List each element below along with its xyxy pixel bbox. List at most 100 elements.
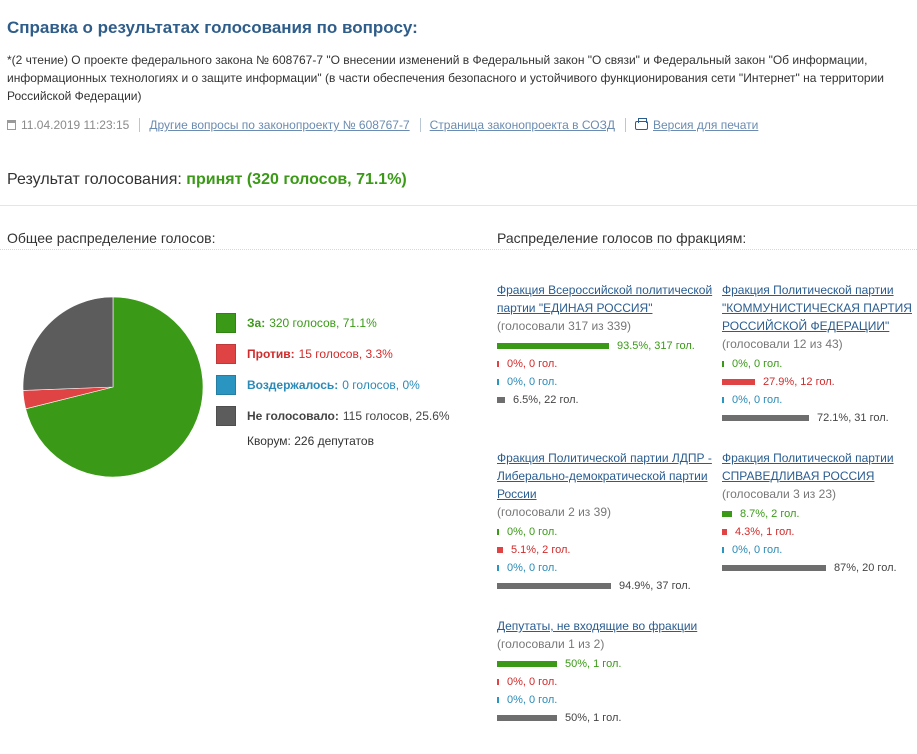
faction-block: Фракция Политической партии СПРАВЕДЛИВАЯ… bbox=[722, 449, 912, 577]
faction-bar-fill bbox=[497, 529, 499, 535]
faction-bar-protiv: 0%, 0 гол. bbox=[497, 355, 717, 373]
legend-label: За: bbox=[247, 316, 266, 330]
faction-bar-fill bbox=[497, 697, 499, 703]
vote-datetime: 11.04.2019 11:23:15 bbox=[21, 118, 130, 132]
result-label: Результат голосования: bbox=[7, 171, 182, 188]
pie-slice-ne bbox=[22, 296, 114, 391]
faction-name-link[interactable]: Фракция Всероссийской политической парти… bbox=[497, 283, 713, 315]
faction-bar-fill bbox=[497, 661, 557, 667]
sozd-page-link[interactable]: Страница законопроекта в СОЗД bbox=[429, 118, 615, 132]
faction-bar-value: 0%, 0 гол. bbox=[507, 694, 558, 706]
faction-bar-ne: 6.5%, 22 гол. bbox=[497, 391, 717, 409]
faction-bar-vozd: 0%, 0 гол. bbox=[497, 373, 717, 391]
faction-bar-fill bbox=[497, 715, 557, 721]
faction-bar-fill bbox=[722, 379, 755, 385]
faction-voted-count: (голосовали 12 из 43) bbox=[722, 337, 843, 351]
vote-subject: *(2 чтение) О проекте федерального закон… bbox=[7, 53, 884, 103]
print-version-link[interactable]: Версия для печати bbox=[653, 118, 759, 132]
legend-label: Против: bbox=[247, 347, 295, 361]
legend-swatch bbox=[216, 406, 236, 426]
faction-bar-fill bbox=[497, 397, 505, 403]
faction-bar-fill bbox=[497, 679, 499, 685]
faction-name-link[interactable]: Депутаты, не входящие во фракции bbox=[497, 619, 698, 633]
faction-bar-za: 0%, 0 гол. bbox=[722, 355, 912, 373]
faction-bar-za: 8.7%, 2 гол. bbox=[722, 505, 912, 523]
legend-value: 15 голосов, 3.3% bbox=[298, 347, 393, 361]
calendar-icon bbox=[7, 120, 16, 130]
faction-bar-za: 0%, 0 гол. bbox=[497, 523, 717, 541]
faction-bar-value: 0%, 0 гол. bbox=[732, 394, 783, 406]
faction-bar-fill bbox=[722, 565, 826, 571]
legend-swatch bbox=[216, 313, 236, 333]
faction-bar-value: 8.7%, 2 гол. bbox=[740, 508, 800, 520]
overall-pie-chart bbox=[22, 296, 204, 478]
faction-block: Фракция Политической партии ЛДПР - Либер… bbox=[497, 449, 717, 595]
faction-bar-value: 72.1%, 31 гол. bbox=[817, 412, 889, 424]
legend-label: Не голосовало: bbox=[247, 409, 339, 423]
faction-bar-za: 93.5%, 317 гол. bbox=[497, 337, 717, 355]
faction-bar-protiv: 0%, 0 гол. bbox=[497, 673, 717, 691]
faction-block: Фракция Всероссийской политической парти… bbox=[497, 281, 717, 409]
faction-bar-protiv: 5.1%, 2 гол. bbox=[497, 541, 717, 559]
faction-name-link[interactable]: Фракция Политической партии "КОММУНИСТИЧ… bbox=[722, 283, 912, 333]
print-icon[interactable] bbox=[635, 117, 648, 130]
faction-bar-fill bbox=[497, 547, 503, 553]
legend-item-za: За: 320 голосов, 71.1% bbox=[216, 313, 450, 333]
divider bbox=[0, 205, 917, 206]
faction-voted-count: (голосовали 317 из 339) bbox=[497, 319, 632, 333]
faction-bar-fill bbox=[722, 361, 724, 367]
faction-bar-value: 50%, 1 гол. bbox=[565, 712, 622, 724]
faction-bar-protiv: 4.3%, 1 гол. bbox=[722, 523, 912, 541]
faction-bar-fill bbox=[497, 565, 499, 571]
faction-bar-value: 0%, 0 гол. bbox=[507, 376, 558, 388]
faction-bar-ne: 94.9%, 37 гол. bbox=[497, 577, 717, 595]
result-value: принят (320 голосов, 71.1%) bbox=[186, 171, 407, 188]
faction-name-link[interactable]: Фракция Политической партии СПРАВЕДЛИВАЯ… bbox=[722, 451, 894, 483]
legend-item-protiv: Против: 15 голосов, 3.3% bbox=[216, 344, 450, 364]
overall-heading: Общее распределение голосов: bbox=[7, 230, 216, 246]
faction-bar-vozd: 0%, 0 гол. bbox=[722, 541, 912, 559]
divider bbox=[139, 118, 141, 132]
legend-label: Воздержалось: bbox=[247, 378, 339, 392]
faction-bar-value: 0%, 0 гол. bbox=[507, 562, 558, 574]
legend-swatch bbox=[216, 344, 236, 364]
faction-bar-value: 6.5%, 22 гол. bbox=[513, 394, 579, 406]
faction-bar-vozd: 0%, 0 гол. bbox=[722, 391, 912, 409]
overall-legend: За: 320 голосов, 71.1% Против: 15 голосов, … bbox=[216, 313, 450, 448]
quorum-text: Кворум: 226 депутатов bbox=[247, 434, 374, 448]
faction-bar-value: 0%, 0 гол. bbox=[507, 676, 558, 688]
faction-bar-value: 93.5%, 317 гол. bbox=[617, 340, 695, 352]
faction-bar-value: 0%, 0 гол. bbox=[732, 544, 783, 556]
legend-value: 320 голосов, 71.1% bbox=[269, 316, 377, 330]
faction-bar-fill bbox=[722, 529, 727, 535]
other-questions-link[interactable]: Другие вопросы по законопроекту № 608767… bbox=[149, 118, 410, 132]
legend-value: 0 голосов, 0% bbox=[342, 378, 420, 392]
faction-voted-count: (голосовали 2 из 39) bbox=[497, 505, 611, 519]
faction-bar-fill bbox=[497, 361, 499, 367]
legend-item-vozd: Воздержалось: 0 голосов, 0% bbox=[216, 375, 450, 395]
vote-result: Результат голосования: принят (320 голос… bbox=[7, 171, 407, 189]
faction-bar-za: 50%, 1 гол. bbox=[497, 655, 717, 673]
faction-bar-fill bbox=[497, 343, 609, 349]
faction-bar-value: 5.1%, 2 гол. bbox=[511, 544, 571, 556]
divider bbox=[0, 249, 917, 250]
faction-bar-ne: 87%, 20 гол. bbox=[722, 559, 912, 577]
divider bbox=[419, 118, 421, 132]
legend-swatch bbox=[216, 375, 236, 395]
faction-bar-fill bbox=[497, 583, 611, 589]
faction-bar-value: 4.3%, 1 гол. bbox=[735, 526, 795, 538]
faction-block: Депутаты, не входящие во фракции (голосов… bbox=[497, 617, 717, 727]
faction-voted-count: (голосовали 1 из 2) bbox=[497, 637, 605, 651]
faction-bar-ne: 50%, 1 гол. bbox=[497, 709, 717, 727]
factions-heading: Распределение голосов по фракциям: bbox=[497, 230, 747, 246]
faction-bar-fill bbox=[722, 547, 724, 553]
page-title: Справка о результатах голосования по воп… bbox=[7, 18, 418, 37]
faction-bar-value: 50%, 1 гол. bbox=[565, 658, 622, 670]
faction-name-link[interactable]: Фракция Политической партии ЛДПР - Либер… bbox=[497, 451, 712, 501]
faction-block: Фракция Политической партии "КОММУНИСТИЧ… bbox=[722, 281, 912, 427]
faction-bar-value: 0%, 0 гол. bbox=[732, 358, 783, 370]
faction-bar-value: 87%, 20 гол. bbox=[834, 562, 897, 574]
faction-bar-value: 0%, 0 гол. bbox=[507, 526, 558, 538]
legend-item-ne: Не голосовало: 115 голосов, 25.6% bbox=[216, 406, 450, 426]
faction-voted-count: (голосовали 3 из 23) bbox=[722, 487, 836, 501]
